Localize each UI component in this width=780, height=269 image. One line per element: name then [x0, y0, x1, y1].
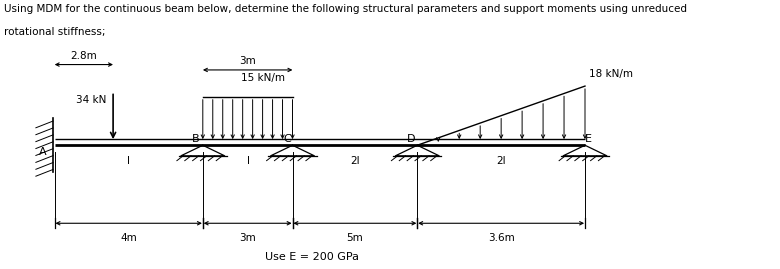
Text: 4m: 4m	[120, 233, 137, 243]
Text: A: A	[39, 147, 47, 157]
Text: 15 kN/m: 15 kN/m	[241, 73, 285, 83]
Text: 2.8m: 2.8m	[70, 51, 98, 61]
Text: Use E = 200 GPa: Use E = 200 GPa	[265, 252, 359, 262]
Text: 34 kN: 34 kN	[76, 94, 107, 105]
Text: I: I	[127, 156, 130, 166]
Text: E: E	[585, 134, 592, 144]
Text: 5m: 5m	[346, 233, 363, 243]
Text: D: D	[406, 134, 415, 144]
Text: 3m: 3m	[239, 233, 256, 243]
Text: I: I	[246, 156, 250, 166]
Text: rotational stiffness;: rotational stiffness;	[4, 27, 105, 37]
Text: 3.6m: 3.6m	[488, 233, 515, 243]
Text: 2I: 2I	[496, 156, 505, 166]
Text: B: B	[192, 134, 200, 144]
Text: Using MDM for the continuous beam below, determine the following structural para: Using MDM for the continuous beam below,…	[4, 4, 687, 14]
Text: C: C	[283, 134, 291, 144]
Text: 2I: 2I	[350, 156, 360, 166]
Text: 18 kN/m: 18 kN/m	[589, 69, 633, 79]
Text: 3m: 3m	[239, 56, 256, 66]
